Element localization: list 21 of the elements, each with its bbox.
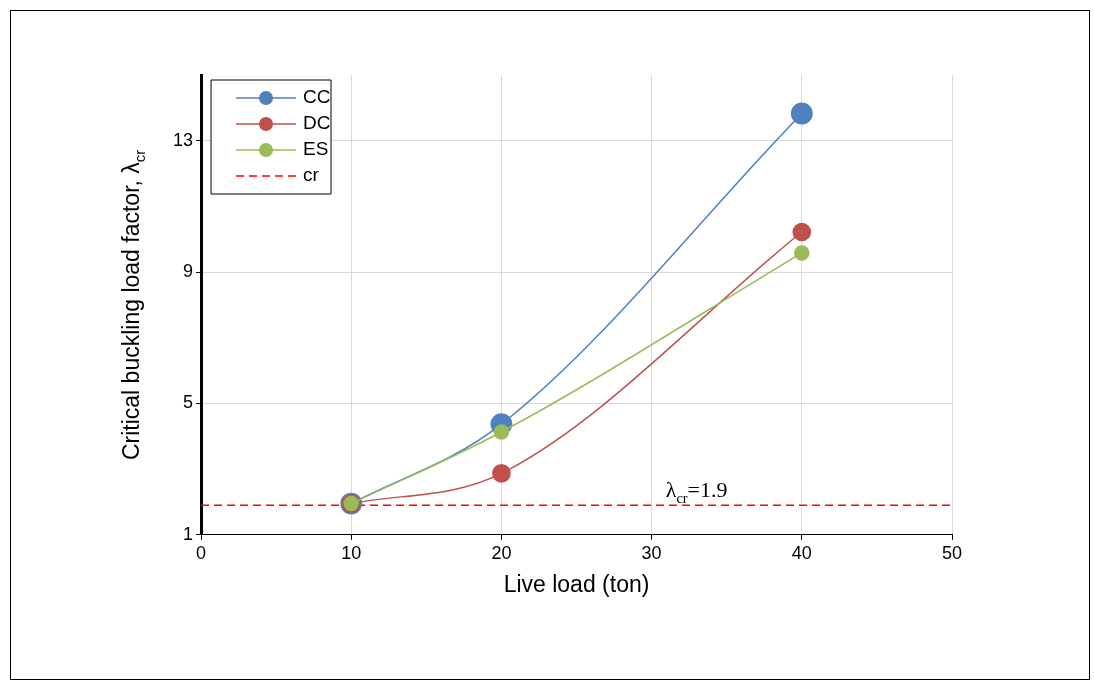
point <box>493 424 510 440</box>
legend-label: cr <box>303 164 320 186</box>
x-tick-label: 10 <box>341 542 362 563</box>
y-tick-label: 13 <box>172 129 194 150</box>
y-tick-label: 5 <box>183 392 194 413</box>
point <box>790 102 813 125</box>
legend-label: DC <box>303 112 331 134</box>
x-tick-label: 0 <box>196 542 207 563</box>
x-axis-title: Live load (ton) <box>503 570 650 597</box>
y-tick-label: 1 <box>183 523 194 544</box>
point <box>492 464 511 483</box>
point <box>794 245 810 261</box>
x-tick-label: 50 <box>941 542 963 563</box>
point <box>792 222 812 242</box>
legend-label: ES <box>303 138 329 160</box>
legend-label: CC <box>303 86 331 108</box>
x-tick-label: 20 <box>491 542 512 563</box>
x-tick-label: 30 <box>641 542 662 563</box>
y-tick-label: 9 <box>183 261 194 282</box>
x-tick-label: 40 <box>791 542 812 563</box>
y-axis-title: Critical buckling load factor, λcr <box>118 149 148 461</box>
